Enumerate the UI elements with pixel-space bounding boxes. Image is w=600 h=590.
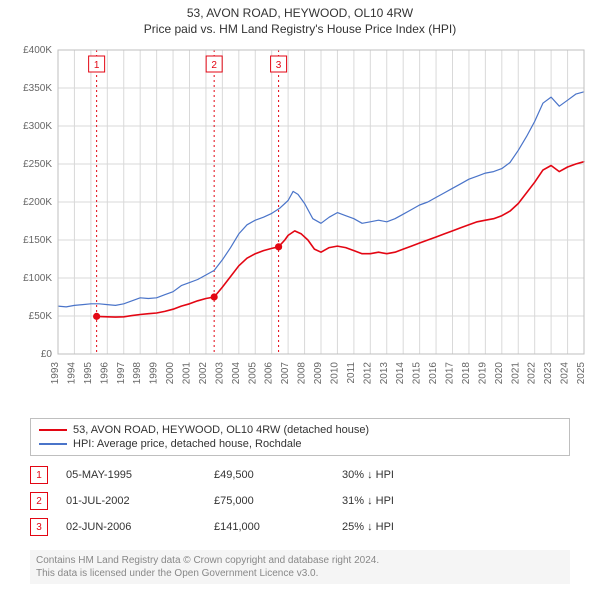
sale-price: £141,000 [214,521,324,533]
svg-text:3: 3 [276,60,282,71]
legend-swatch [39,429,67,431]
title-line-1: 53, AVON ROAD, HEYWOOD, OL10 4RW [0,6,600,22]
svg-text:2005: 2005 [247,362,258,385]
svg-text:2002: 2002 [198,362,209,385]
svg-text:£300K: £300K [23,121,52,132]
svg-text:2009: 2009 [313,362,324,385]
legend-item: 53, AVON ROAD, HEYWOOD, OL10 4RW (detach… [39,423,561,437]
svg-text:2004: 2004 [231,362,242,385]
svg-text:£400K: £400K [23,45,52,56]
title-line-2: Price paid vs. HM Land Registry's House … [0,22,600,38]
chart-title: 53, AVON ROAD, HEYWOOD, OL10 4RW Price p… [0,0,600,37]
svg-text:2013: 2013 [379,362,390,385]
sale-date: 05-MAY-1995 [66,469,196,481]
legend: 53, AVON ROAD, HEYWOOD, OL10 4RW (detach… [30,418,570,456]
svg-text:1: 1 [94,60,100,71]
footer-line: Contains HM Land Registry data © Crown c… [36,554,564,567]
sale-delta: 31% ↓ HPI [342,495,472,507]
svg-text:2: 2 [211,60,217,71]
svg-text:1997: 1997 [116,362,127,385]
chart-frame: 53, AVON ROAD, HEYWOOD, OL10 4RW Price p… [0,0,600,590]
chart-svg: £0 £50K £100K £150K £200K £250K £300K £350K £400… [10,44,590,404]
svg-text:2021: 2021 [510,362,521,385]
svg-text:2023: 2023 [543,362,554,385]
legend-item: HPI: Average price, detached house, Roch… [39,437,561,451]
svg-text:2008: 2008 [297,362,308,385]
svg-text:£200K: £200K [23,197,52,208]
svg-text:1994: 1994 [66,362,77,385]
svg-text:2001: 2001 [182,362,193,385]
svg-text:2015: 2015 [412,362,423,385]
svg-text:2022: 2022 [527,362,538,385]
svg-text:£100K: £100K [23,273,52,284]
svg-text:2014: 2014 [395,362,406,385]
svg-text:2012: 2012 [362,362,373,385]
sale-marker-icon: 2 [30,492,48,510]
svg-text:1998: 1998 [132,362,143,385]
sale-price: £75,000 [214,495,324,507]
sale-delta: 25% ↓ HPI [342,521,472,533]
svg-text:2007: 2007 [280,362,291,385]
svg-text:2019: 2019 [477,362,488,385]
sale-marker-icon: 3 [30,518,48,536]
svg-text:2011: 2011 [346,362,357,384]
sale-marker-icon: 1 [30,466,48,484]
svg-text:2010: 2010 [329,362,340,385]
sales-row: 3 02-JUN-2006 £141,000 25% ↓ HPI [30,514,570,540]
footer-attribution: Contains HM Land Registry data © Crown c… [30,550,570,584]
legend-label: HPI: Average price, detached house, Roch… [73,438,302,450]
svg-text:£150K: £150K [23,235,52,246]
svg-text:1999: 1999 [149,362,160,385]
svg-text:£250K: £250K [23,159,52,170]
svg-text:2017: 2017 [445,362,456,385]
sale-price: £49,500 [214,469,324,481]
svg-text:2000: 2000 [165,362,176,385]
svg-text:2003: 2003 [214,362,225,385]
svg-text:£50K: £50K [29,311,53,322]
svg-text:1995: 1995 [83,362,94,385]
svg-text:2025: 2025 [576,362,587,385]
sale-delta: 30% ↓ HPI [342,469,472,481]
svg-text:2020: 2020 [494,362,505,385]
legend-swatch [39,443,67,445]
footer-line: This data is licensed under the Open Gov… [36,567,564,580]
chart-area: £0 £50K £100K £150K £200K £250K £300K £350K £400… [10,44,590,404]
svg-text:1993: 1993 [50,362,61,385]
sale-date: 01-JUL-2002 [66,495,196,507]
sales-row: 1 05-MAY-1995 £49,500 30% ↓ HPI [30,462,570,488]
svg-text:2024: 2024 [560,362,571,385]
svg-text:2016: 2016 [428,362,439,385]
svg-text:2018: 2018 [461,362,472,385]
svg-text:£350K: £350K [23,83,52,94]
svg-text:£0: £0 [41,349,53,360]
sale-date: 02-JUN-2006 [66,521,196,533]
svg-text:2006: 2006 [264,362,275,385]
legend-label: 53, AVON ROAD, HEYWOOD, OL10 4RW (detach… [73,424,369,436]
sales-row: 2 01-JUL-2002 £75,000 31% ↓ HPI [30,488,570,514]
sales-table: 1 05-MAY-1995 £49,500 30% ↓ HPI 2 01-JUL… [30,462,570,540]
svg-text:1996: 1996 [99,362,110,385]
